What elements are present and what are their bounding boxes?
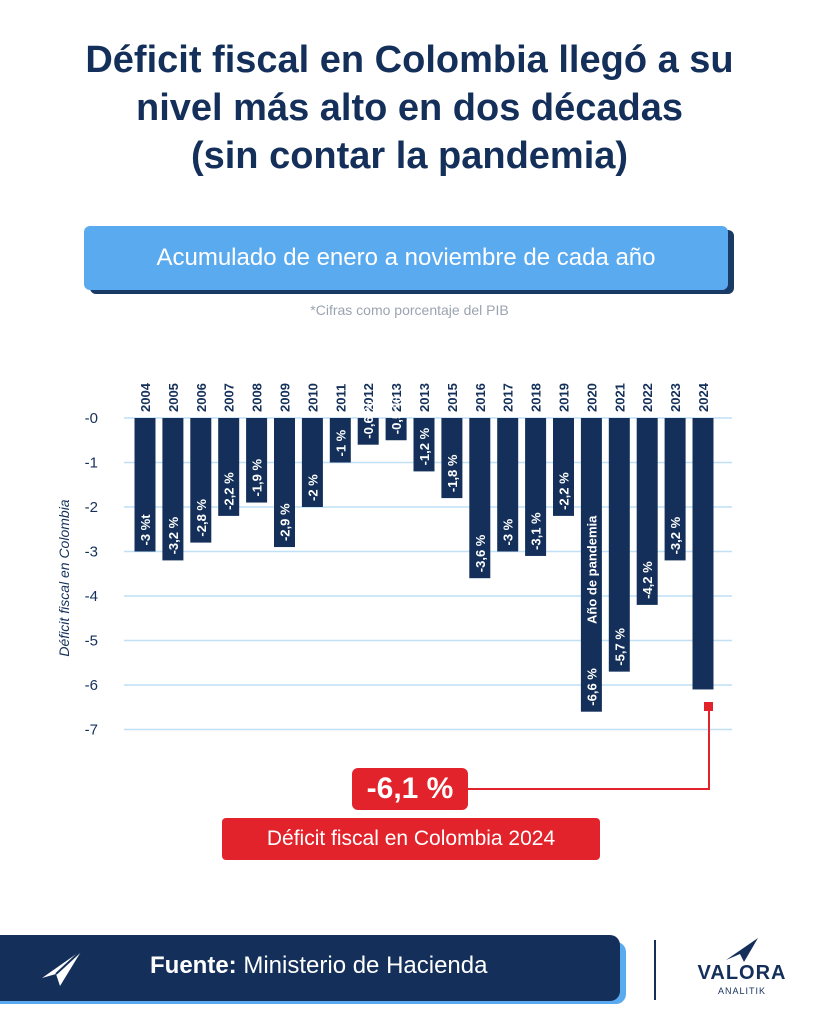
x-tick-label: 2006 [194, 383, 209, 412]
x-tick-label: 2016 [473, 383, 488, 412]
source-label: Fuente: [150, 952, 237, 979]
subtitle-banner: Acumulado de enero a noviembre de cada a… [84, 226, 728, 290]
footer-divider [654, 940, 656, 1000]
paper-plane-icon [42, 949, 83, 986]
source-line: Fuente: Ministerio de Hacienda [150, 952, 487, 980]
x-tick-label: 2024 [696, 382, 711, 412]
bar [301, 418, 323, 507]
data-label: -0,6 % [361, 401, 376, 439]
logo-subtitle: ANALITIK [717, 986, 766, 996]
data-label: -2,2 % [222, 472, 237, 510]
data-label: -3,2 % [166, 516, 181, 554]
data-label: -3 %t [138, 514, 153, 546]
data-label: -2,8 % [194, 499, 209, 537]
x-tick-label: 2012 [361, 383, 376, 412]
bar [246, 418, 268, 503]
x-tick-label: 2013 [389, 383, 404, 412]
bar [134, 418, 156, 552]
data-label: -1 % [333, 429, 348, 456]
y-tick-label: -6 [85, 677, 98, 694]
bar [608, 418, 630, 672]
x-tick-label: 2022 [640, 383, 655, 412]
bar [357, 418, 379, 445]
title-line-2: nivel más alto en dos décadas [136, 87, 683, 129]
data-label: -1,8 % [445, 454, 460, 492]
title-line-3: (sin contar la pandemia) [190, 135, 629, 177]
bar [413, 418, 435, 472]
y-tick-label: -1 [85, 455, 98, 472]
y-tick-label: -4 [85, 588, 98, 605]
page-title: Déficit fiscal en Colombia llegó a su ni… [0, 36, 819, 180]
bar [162, 418, 184, 561]
y-axis-label: Déficit fiscal en Colombia [56, 499, 72, 657]
y-tick-label: -3 [85, 544, 98, 561]
x-tick-label: 2004 [138, 382, 153, 412]
figures-note: *Cifras como porcentaje del PIB [310, 302, 509, 318]
x-tick-label: 2015 [445, 383, 460, 412]
data-label: -1,2 % [417, 427, 432, 465]
pandemic-annotation: Año de pandemia [584, 515, 599, 624]
x-tick-label: 2011 [333, 384, 348, 412]
x-tick-label: 2005 [166, 383, 181, 412]
valora-logo-icon [726, 938, 758, 962]
x-tick-label: 2007 [222, 383, 237, 412]
callout-label: Déficit fiscal en Colombia 2024 [222, 818, 600, 860]
y-tick-label: -7 [85, 722, 98, 739]
bar [497, 418, 519, 552]
bar [525, 418, 547, 556]
x-tick-label: 2010 [305, 383, 320, 412]
x-tick-label: 2023 [668, 383, 683, 412]
footer-bar [0, 935, 620, 1001]
data-label: -3,6 % [473, 534, 488, 572]
data-label: -2,9 % [278, 503, 293, 541]
x-tick-label: 2021 [612, 383, 627, 412]
data-label: -0,5 % [389, 396, 404, 434]
x-tick-label: 2008 [250, 383, 265, 412]
y-tick-label: -2 [85, 499, 98, 516]
data-label: -3,2 % [668, 516, 683, 554]
title-line-1: Déficit fiscal en Colombia llegó a su [85, 39, 734, 81]
x-tick-label: 2013 [417, 383, 432, 412]
x-tick-label: 2020 [584, 383, 599, 412]
bar [469, 418, 491, 579]
x-tick-label: 2019 [557, 383, 572, 412]
x-tick-label: 2017 [501, 383, 516, 412]
bar [385, 418, 407, 441]
data-label: -3,1 % [529, 512, 544, 550]
bar [636, 418, 658, 605]
callout-line-horizontal [468, 788, 710, 790]
data-label: -6,6 % [584, 668, 599, 706]
x-tick-label: 2009 [278, 383, 293, 412]
bar [329, 418, 351, 463]
data-label: -4,2 % [640, 561, 655, 599]
bar [553, 418, 574, 516]
data-label: -2,2 % [557, 472, 572, 510]
data-label: -2 % [305, 474, 320, 501]
data-label: -3 % [501, 518, 516, 545]
data-label: -5,7 % [612, 628, 627, 666]
bar [664, 418, 686, 561]
logo-name: VALORA [697, 962, 787, 984]
data-label: -1,9 % [250, 459, 265, 497]
bar [274, 418, 295, 548]
callout-line-vertical [708, 706, 710, 790]
bar [692, 418, 714, 690]
bar [218, 418, 240, 516]
deficit-bar-chart: -0 -1 -2 -3 -4 -5 -6 -7 2004 -3 %t 2005 -3,2 % 2006 -… [85, 382, 732, 739]
bar [580, 418, 602, 712]
y-tick-label: -5 [85, 633, 98, 650]
bar [441, 418, 463, 499]
source-text: Ministerio de Hacienda [243, 952, 488, 979]
y-tick-label: -0 [85, 410, 98, 427]
bar [190, 418, 212, 543]
callout-value: -6,1 % [352, 768, 468, 810]
x-tick-label: 2018 [529, 383, 544, 412]
